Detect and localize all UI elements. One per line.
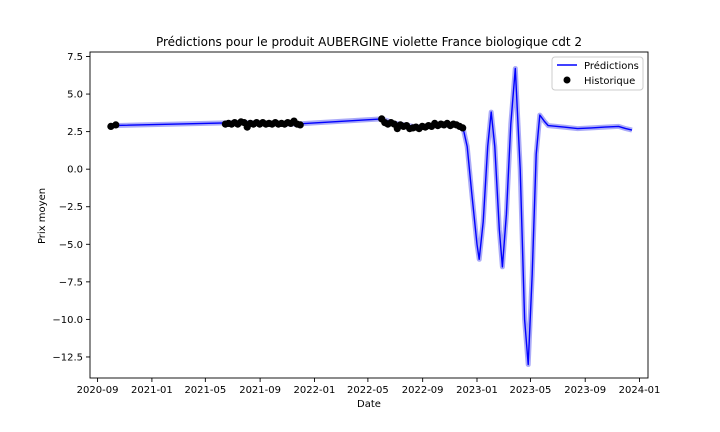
y-tick-label: 2.5 xyxy=(67,127,83,138)
x-tick-label: 2021-01 xyxy=(131,385,173,396)
y-axis-label: Prix moyen xyxy=(37,188,48,244)
legend-label-historique: Historique xyxy=(584,76,635,87)
x-tick-label: 2023-09 xyxy=(564,385,606,396)
x-tick-label: 2022-01 xyxy=(294,385,336,396)
historical-point xyxy=(459,124,467,132)
y-tick-label: −5.0 xyxy=(59,240,83,251)
x-tick-label: 2022-09 xyxy=(402,385,444,396)
plot-frame xyxy=(89,51,649,379)
legend-dot-swatch xyxy=(563,76,571,84)
y-tick-label: −2.5 xyxy=(59,202,83,213)
y-tick-label: −12.5 xyxy=(52,352,83,363)
legend: Prédictions Historique xyxy=(551,56,644,91)
x-tick-label: 2024-01 xyxy=(619,385,661,396)
x-axis-label: Date xyxy=(357,399,381,410)
prediction-confidence-band xyxy=(110,66,633,367)
x-tick-label: 2021-09 xyxy=(239,385,281,396)
historical-point xyxy=(296,121,304,129)
x-tick-label: 2021-05 xyxy=(184,385,226,396)
plot-area: 2020-09 2021-01 2021-05 2021-09 2022-01 2022-… xyxy=(52,51,661,396)
x-tick-label: 2023-01 xyxy=(456,385,498,396)
y-tick-label: 5.0 xyxy=(67,90,83,101)
y-tick-label: −7.5 xyxy=(59,277,83,288)
historical-point xyxy=(112,121,120,129)
x-tick-label: 2022-05 xyxy=(347,385,389,396)
y-tick-label: 0.0 xyxy=(67,165,83,176)
y-tick-label: 7.5 xyxy=(67,52,83,63)
prediction-line xyxy=(110,67,633,366)
chart-title: Prédictions pour le produit AUBERGINE vi… xyxy=(156,35,582,49)
x-tick-label: 2020-09 xyxy=(77,385,119,396)
legend-label-predictions: Prédictions xyxy=(584,60,639,72)
x-tick-label: 2023-05 xyxy=(510,385,552,396)
y-tick-label: −10.0 xyxy=(52,315,83,326)
